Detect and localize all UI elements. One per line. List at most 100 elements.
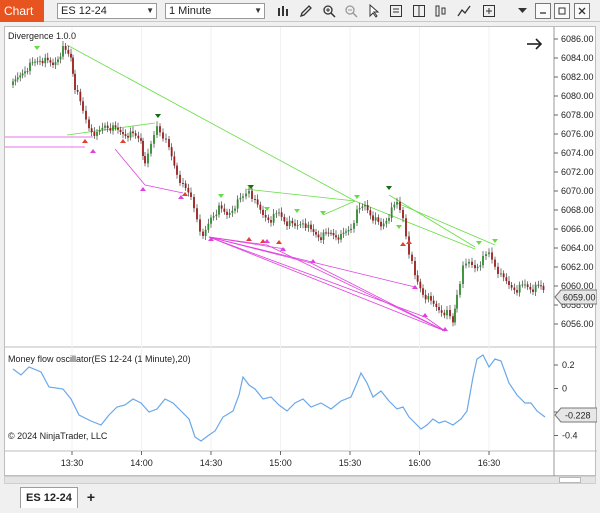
candle (122, 132, 124, 135)
horizontal-scrollbar[interactable] (4, 476, 596, 484)
candle (26, 70, 29, 72)
candle (190, 192, 192, 197)
candle (482, 256, 484, 266)
candle (226, 211, 228, 215)
zoom-in-icon[interactable] (320, 2, 338, 20)
candle (41, 60, 44, 64)
strategy-icon[interactable] (455, 2, 473, 20)
candle (62, 46, 64, 57)
properties-icon[interactable] (480, 2, 498, 20)
pointer-icon[interactable] (365, 2, 383, 20)
candle (317, 234, 320, 238)
price-tick-label: 6078.00 (561, 110, 594, 120)
candle (187, 187, 190, 193)
candle (215, 214, 218, 217)
candle (101, 127, 104, 130)
instrument-value: ES 12-24 (61, 5, 107, 17)
panels-icon[interactable] (410, 2, 428, 20)
candle (456, 294, 458, 309)
chart-window-tab[interactable]: Chart (0, 0, 44, 22)
candle (267, 217, 270, 221)
candle (419, 281, 422, 289)
minimize-button[interactable] (535, 3, 551, 19)
candle (372, 215, 374, 221)
candle (112, 125, 114, 131)
candle (88, 119, 90, 129)
candle (459, 284, 461, 295)
candle (320, 237, 322, 240)
candle (422, 288, 424, 295)
divergence-marker (248, 185, 254, 189)
zoom-out-icon[interactable] (342, 2, 360, 20)
price-tick-label: 6076.00 (561, 129, 594, 139)
indicators-icon[interactable] (432, 2, 450, 20)
candle (430, 296, 432, 301)
candle (529, 286, 532, 290)
bar-chart-icon[interactable] (275, 2, 293, 20)
candle (165, 138, 167, 140)
candle (332, 233, 335, 236)
candle (142, 140, 144, 156)
candle (52, 62, 54, 65)
indicator-title: Divergence 1.0.0 (8, 31, 77, 41)
divergence-marker (218, 194, 224, 198)
candle (278, 212, 280, 214)
chart-area[interactable]: 6086.00 6084.00 6082.00 6080.00 6078.00 6076.… (4, 26, 597, 477)
price-tick-label: 6086.00 (561, 34, 594, 44)
pencil-icon[interactable] (297, 2, 315, 20)
candle (67, 49, 70, 54)
oscillator-panel: 0.20-0.2-0.4 (12, 354, 578, 442)
price-axis[interactable]: 6086.00 6084.00 6082.00 6080.00 6078.00 6076.… (554, 34, 594, 329)
candle (119, 129, 122, 132)
candle (465, 263, 467, 266)
candle (388, 218, 390, 221)
candle (452, 316, 454, 323)
candle (518, 284, 521, 293)
candle (377, 217, 380, 222)
chart-canvas[interactable]: 6086.00 6084.00 6082.00 6080.00 6078.00 6076.… (5, 27, 597, 477)
dropdown-icon[interactable] (516, 2, 528, 20)
interval-selector[interactable]: 1 Minute ▼ (165, 3, 265, 19)
tab-es-12-24[interactable]: ES 12-24 (20, 487, 78, 508)
close-button[interactable] (574, 3, 590, 19)
oscillator-value-label: -0.228 (565, 411, 591, 421)
current-price-marker: 6059.00 (554, 289, 597, 305)
candle (312, 229, 315, 232)
divergence-marker (34, 46, 40, 50)
data-box-icon[interactable] (387, 2, 405, 20)
instrument-selector[interactable]: ES 12-24 ▼ (57, 3, 157, 19)
candle (49, 60, 52, 63)
divergence-marker (155, 114, 161, 118)
candle (485, 254, 487, 256)
arrow-right-icon[interactable] (527, 38, 543, 50)
candle (521, 284, 524, 286)
price-tick-label: 6070.00 (561, 186, 594, 196)
candle (432, 300, 435, 304)
divergence-marker (260, 239, 266, 243)
candle (325, 232, 327, 234)
time-tick-label: 16:00 (408, 458, 431, 468)
candle (245, 193, 247, 197)
candle (291, 220, 294, 224)
candle (335, 235, 337, 238)
candle (228, 212, 231, 215)
candle (294, 223, 296, 226)
candle (259, 204, 262, 210)
candle (156, 126, 158, 135)
scrollbar-thumb[interactable] (559, 477, 581, 483)
add-tab-button[interactable]: + (86, 489, 96, 505)
divergence-marker (354, 195, 360, 199)
time-tick-label: 15:30 (339, 458, 362, 468)
candle (173, 156, 176, 166)
candle (193, 197, 195, 209)
candle (315, 231, 317, 235)
candle (254, 199, 256, 200)
maximize-button[interactable] (554, 3, 570, 19)
candle (542, 285, 545, 290)
candle (234, 208, 236, 211)
toolbar: Chart ES 12-24 ▼ 1 Minute ▼ (0, 0, 600, 22)
time-tick-label: 14:00 (130, 458, 153, 468)
price-tick-label: 6064.00 (561, 243, 594, 253)
current-price-label: 6059.00 (563, 293, 596, 303)
candle (132, 131, 134, 134)
